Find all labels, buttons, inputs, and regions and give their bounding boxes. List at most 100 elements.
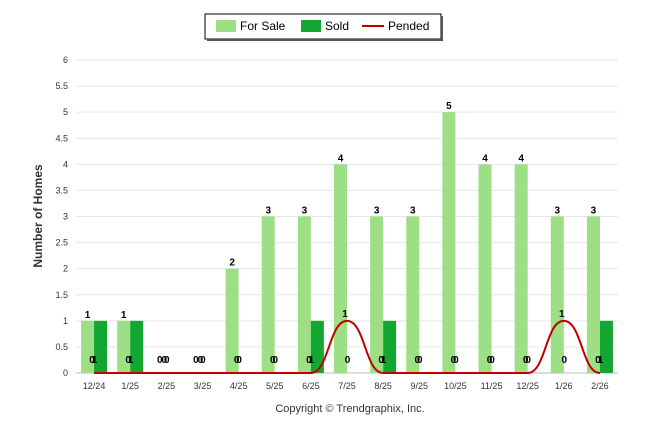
y-tick-label: 3.5 <box>55 185 68 195</box>
data-label-sold: 0 <box>164 355 170 366</box>
x-tick-label: 8/25 <box>374 381 392 391</box>
bar-sold <box>130 320 144 373</box>
legend-label-for-sale: For Sale <box>240 19 286 33</box>
data-label-sold: 1 <box>128 355 134 366</box>
data-label-sold: 0 <box>345 355 351 366</box>
data-label-sold: 0 <box>525 355 531 366</box>
x-tick-label: 7/25 <box>338 381 356 391</box>
legend-box-shadow <box>441 16 443 41</box>
bar-for-sale <box>478 164 492 373</box>
bar-for-sale <box>261 216 275 373</box>
x-axis-ticks: 12/24 1/25 2/25 3/25 4/25 5/25 6/25 7/25 8/25 9/2… <box>83 381 609 391</box>
data-label-sold: 1 <box>309 355 315 366</box>
y-axis-title: Number of Homes <box>31 164 45 268</box>
data-label-sold: 0 <box>236 355 242 366</box>
data-label-pended: 0 <box>487 355 493 366</box>
data-label-for-sale: 5 <box>446 101 452 112</box>
data-label-for-sale: 3 <box>591 206 597 217</box>
bars <box>81 112 613 374</box>
y-tick-label: 6 <box>63 55 68 65</box>
data-label-pended: 0 <box>595 355 601 366</box>
legend-box <box>204 13 442 40</box>
bar-for-sale <box>297 216 311 373</box>
x-tick-label: 1/25 <box>121 381 139 391</box>
x-tick-label: 12/25 <box>516 381 539 391</box>
x-tick-label: 10/25 <box>444 381 467 391</box>
legend-box-shadow-bottom <box>207 39 443 41</box>
data-label-pended: 0 <box>451 355 457 366</box>
y-tick-label: 1 <box>63 316 68 326</box>
data-label-pended: 0 <box>198 355 204 366</box>
data-label-for-sale: 0 <box>193 355 199 366</box>
data-label-pended: 0 <box>378 355 384 366</box>
x-tick-label: 2/26 <box>591 381 609 391</box>
data-label-sold: 0 <box>200 355 206 366</box>
data-label-for-sale: 3 <box>555 206 561 217</box>
x-tick-label: 9/25 <box>411 381 429 391</box>
x-tick-label: 4/25 <box>230 381 248 391</box>
data-label-pended: 0 <box>162 355 168 366</box>
bar-for-sale <box>406 216 420 373</box>
y-tick-label: 3 <box>63 212 68 222</box>
bar-for-sale <box>225 268 239 373</box>
data-label-for-sale: 4 <box>482 153 488 164</box>
legend: For Sale Sold Pended <box>204 13 443 41</box>
bar-sold <box>599 320 613 373</box>
data-label-pended: 0 <box>89 355 95 366</box>
copyright-credit: Copyright © Trendgraphix, Inc. <box>275 403 424 415</box>
bar-for-sale <box>81 320 95 373</box>
y-tick-label: 0 <box>63 368 68 378</box>
data-label-pended: 0 <box>523 355 529 366</box>
y-tick-label: 4.5 <box>55 133 68 143</box>
bar-for-sale <box>514 164 528 373</box>
x-tick-label: 3/25 <box>194 381 212 391</box>
pended-line <box>94 319 601 374</box>
data-label-for-sale: 1 <box>121 310 127 321</box>
legend-label-pended: Pended <box>388 19 429 33</box>
legend-label-sold: Sold <box>325 19 349 33</box>
bar-for-sale <box>334 164 347 373</box>
data-label-pended: 1 <box>559 309 565 320</box>
legend-swatch-sold <box>301 20 321 32</box>
data-label-pended: 0 <box>414 355 420 366</box>
x-tick-label: 12/24 <box>83 381 106 391</box>
y-tick-label: 1.5 <box>55 290 68 300</box>
bar-sold <box>383 320 397 373</box>
data-label-pended: 0 <box>306 355 312 366</box>
x-tick-label: 1/26 <box>555 381 573 391</box>
data-label-sold: 1 <box>381 355 387 366</box>
bar-for-sale <box>550 216 564 373</box>
data-label-sold: 1 <box>92 355 98 366</box>
data-label-for-sale: 4 <box>518 153 524 164</box>
data-label-sold: 0 <box>272 355 278 366</box>
y-tick-label: 2 <box>63 264 68 274</box>
x-tick-label: 6/25 <box>302 381 320 391</box>
data-label-pended: 1 <box>342 309 348 320</box>
bar-for-sale <box>442 112 456 374</box>
bar-for-sale <box>586 216 600 373</box>
data-label-for-sale: 2 <box>229 258 235 269</box>
data-label-pended: 0 <box>234 355 240 366</box>
data-label-sold: 1 <box>598 355 604 366</box>
data-label-sold: 0 <box>453 355 459 366</box>
x-tick-label: 5/25 <box>266 381 284 391</box>
data-label-sold: 0 <box>417 355 423 366</box>
data-label-for-sale: 4 <box>338 153 344 164</box>
data-label-for-sale: 3 <box>410 206 416 217</box>
data-label-sold: 0 <box>489 355 495 366</box>
data-label-for-sale: 3 <box>265 206 271 217</box>
bar-for-sale <box>117 320 131 373</box>
data-label-pended: 0 <box>125 355 131 366</box>
data-label-pended: 0 <box>270 355 276 366</box>
x-tick-label: 2/25 <box>158 381 176 391</box>
legend-swatch-for-sale <box>216 20 236 32</box>
x-tick-label: 11/25 <box>481 381 503 391</box>
y-tick-label: 0.5 <box>55 342 68 352</box>
y-tick-label: 5 <box>63 107 68 117</box>
y-axis-ticks: 0 0.5 1 1.5 2 2.5 3 3.5 4 4.5 5 5.5 6 <box>55 55 68 378</box>
bar-for-sale <box>370 216 384 373</box>
y-tick-label: 4 <box>63 159 68 169</box>
data-label-for-sale: 3 <box>302 206 308 217</box>
